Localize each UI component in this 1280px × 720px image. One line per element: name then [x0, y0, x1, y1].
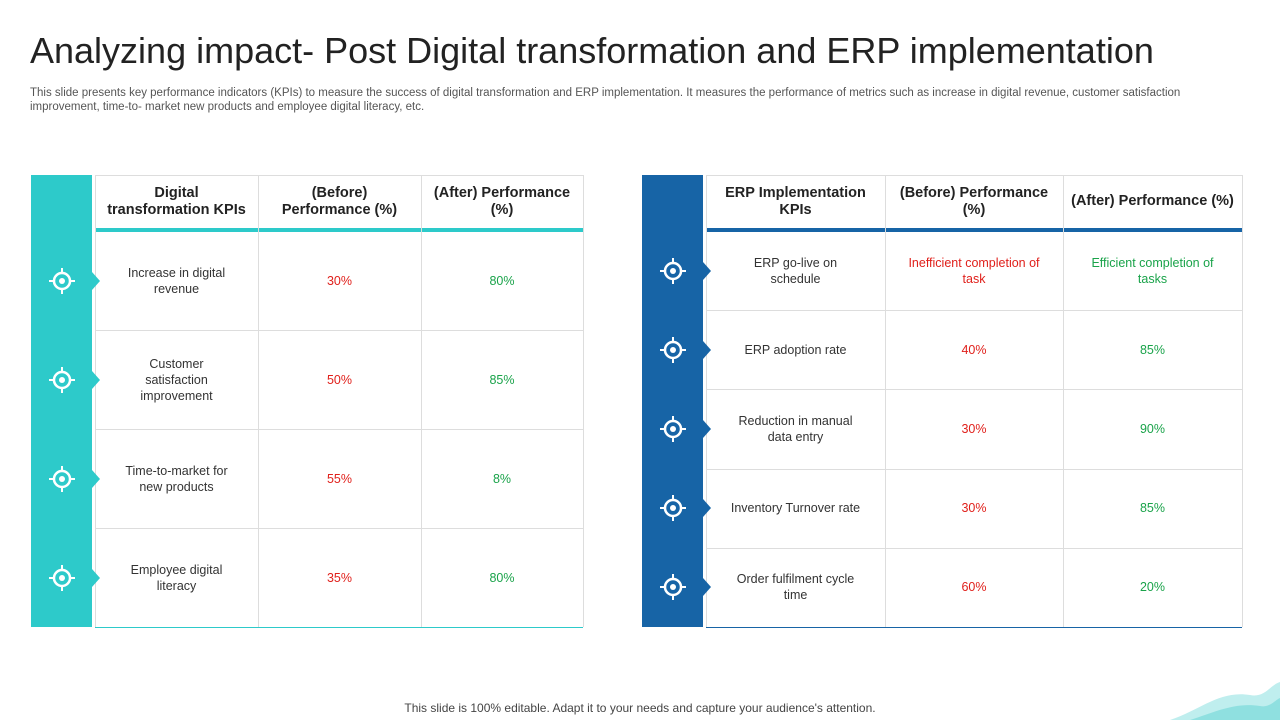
row-icon: [47, 563, 77, 593]
row-border: [95, 330, 583, 331]
table-cell: 90%: [1139, 421, 1166, 436]
header-cell: ERP Implementation KPIs: [725, 184, 866, 218]
row-icon: [47, 266, 77, 296]
row-pointer: [92, 469, 100, 488]
header-cell: (Before) Performance (%): [899, 184, 1049, 218]
column-border: [421, 175, 422, 627]
column-border: [706, 175, 707, 627]
table-cell: 30%: [961, 421, 987, 436]
table-cell: 30%: [961, 501, 987, 516]
row-border: [706, 627, 1242, 628]
table-cell: 40%: [961, 342, 987, 357]
header-cell: (After) Performance (%): [433, 184, 571, 218]
table-cell: Inefficient completion of task: [908, 255, 1040, 286]
header-top-line: [95, 175, 583, 176]
table-cell: Customer satisfaction improvement: [140, 356, 213, 403]
table-cell: 30%: [326, 273, 353, 288]
column-border: [885, 175, 886, 627]
table-cell: ERP adoption rate: [744, 342, 847, 357]
row-pointer: [92, 370, 100, 389]
table-cell: 20%: [1139, 580, 1166, 595]
column-border: [258, 175, 259, 627]
row-icon: [658, 335, 688, 365]
row-border: [95, 627, 583, 628]
row-pointer: [703, 578, 711, 597]
table-cell: Increase in digital revenue: [127, 265, 226, 296]
header-cell: Digital transformation KPIs: [107, 184, 246, 218]
table-cell: 60%: [961, 580, 987, 595]
row-icon: [658, 572, 688, 602]
table-cell: Inventory Turnover rate: [730, 501, 861, 516]
column-border: [583, 175, 584, 627]
row-border: [706, 468, 1242, 470]
header-underline: [706, 228, 1242, 232]
row-pointer: [703, 261, 711, 280]
row-border: [706, 310, 1242, 312]
row-border: [706, 389, 1242, 391]
table-cell: 85%: [489, 372, 515, 387]
icon-strip: [642, 175, 703, 627]
row-icon: [658, 256, 688, 286]
row-border: [95, 528, 583, 529]
table-cell: Reduction in manual data entry: [738, 413, 853, 444]
table-cell: 80%: [489, 570, 515, 585]
table-cell: 35%: [326, 570, 353, 585]
row-icon: [47, 464, 77, 494]
table-cell: ERP go-live on schedule: [753, 255, 838, 286]
row-pointer: [92, 568, 100, 587]
row-pointer: [703, 499, 711, 518]
row-icon: [658, 414, 688, 444]
row-icon: [47, 365, 77, 395]
description: This slide presents key performance indi…: [30, 87, 1181, 113]
table-cell: Employee digital literacy: [130, 562, 223, 593]
table-cell: Order fulfilment cycle time: [736, 572, 855, 603]
column-border: [1242, 175, 1243, 627]
row-pointer: [703, 340, 711, 359]
row-icon: [658, 493, 688, 523]
header-cell: (After) Performance (%): [1071, 193, 1234, 209]
header-cell: (Before) Performance (%): [281, 184, 398, 218]
header-top-line: [706, 175, 1242, 176]
header-underline: [95, 228, 583, 232]
footer: This slide is 100% editable. Adapt it to…: [404, 701, 876, 715]
table-cell: 85%: [1139, 342, 1166, 357]
table-cell: 8%: [492, 471, 512, 486]
title: Analyzing impact- Post Digital transform…: [30, 30, 1154, 71]
table-cell: 80%: [489, 273, 515, 288]
table-cell: 55%: [326, 471, 353, 486]
row-pointer: [92, 271, 100, 290]
icon-strip: [31, 175, 92, 627]
table-cell: 50%: [326, 372, 353, 387]
column-border: [1063, 175, 1064, 627]
wave-decoration: [1170, 682, 1280, 720]
row-pointer: [703, 420, 711, 438]
table-cell: Time-to-market for new products: [125, 463, 228, 494]
column-border: [95, 175, 96, 627]
row-border: [95, 429, 583, 430]
table-cell: Efficient completion of tasks: [1091, 255, 1214, 286]
row-border: [706, 547, 1242, 549]
table-cell: 85%: [1139, 501, 1166, 516]
